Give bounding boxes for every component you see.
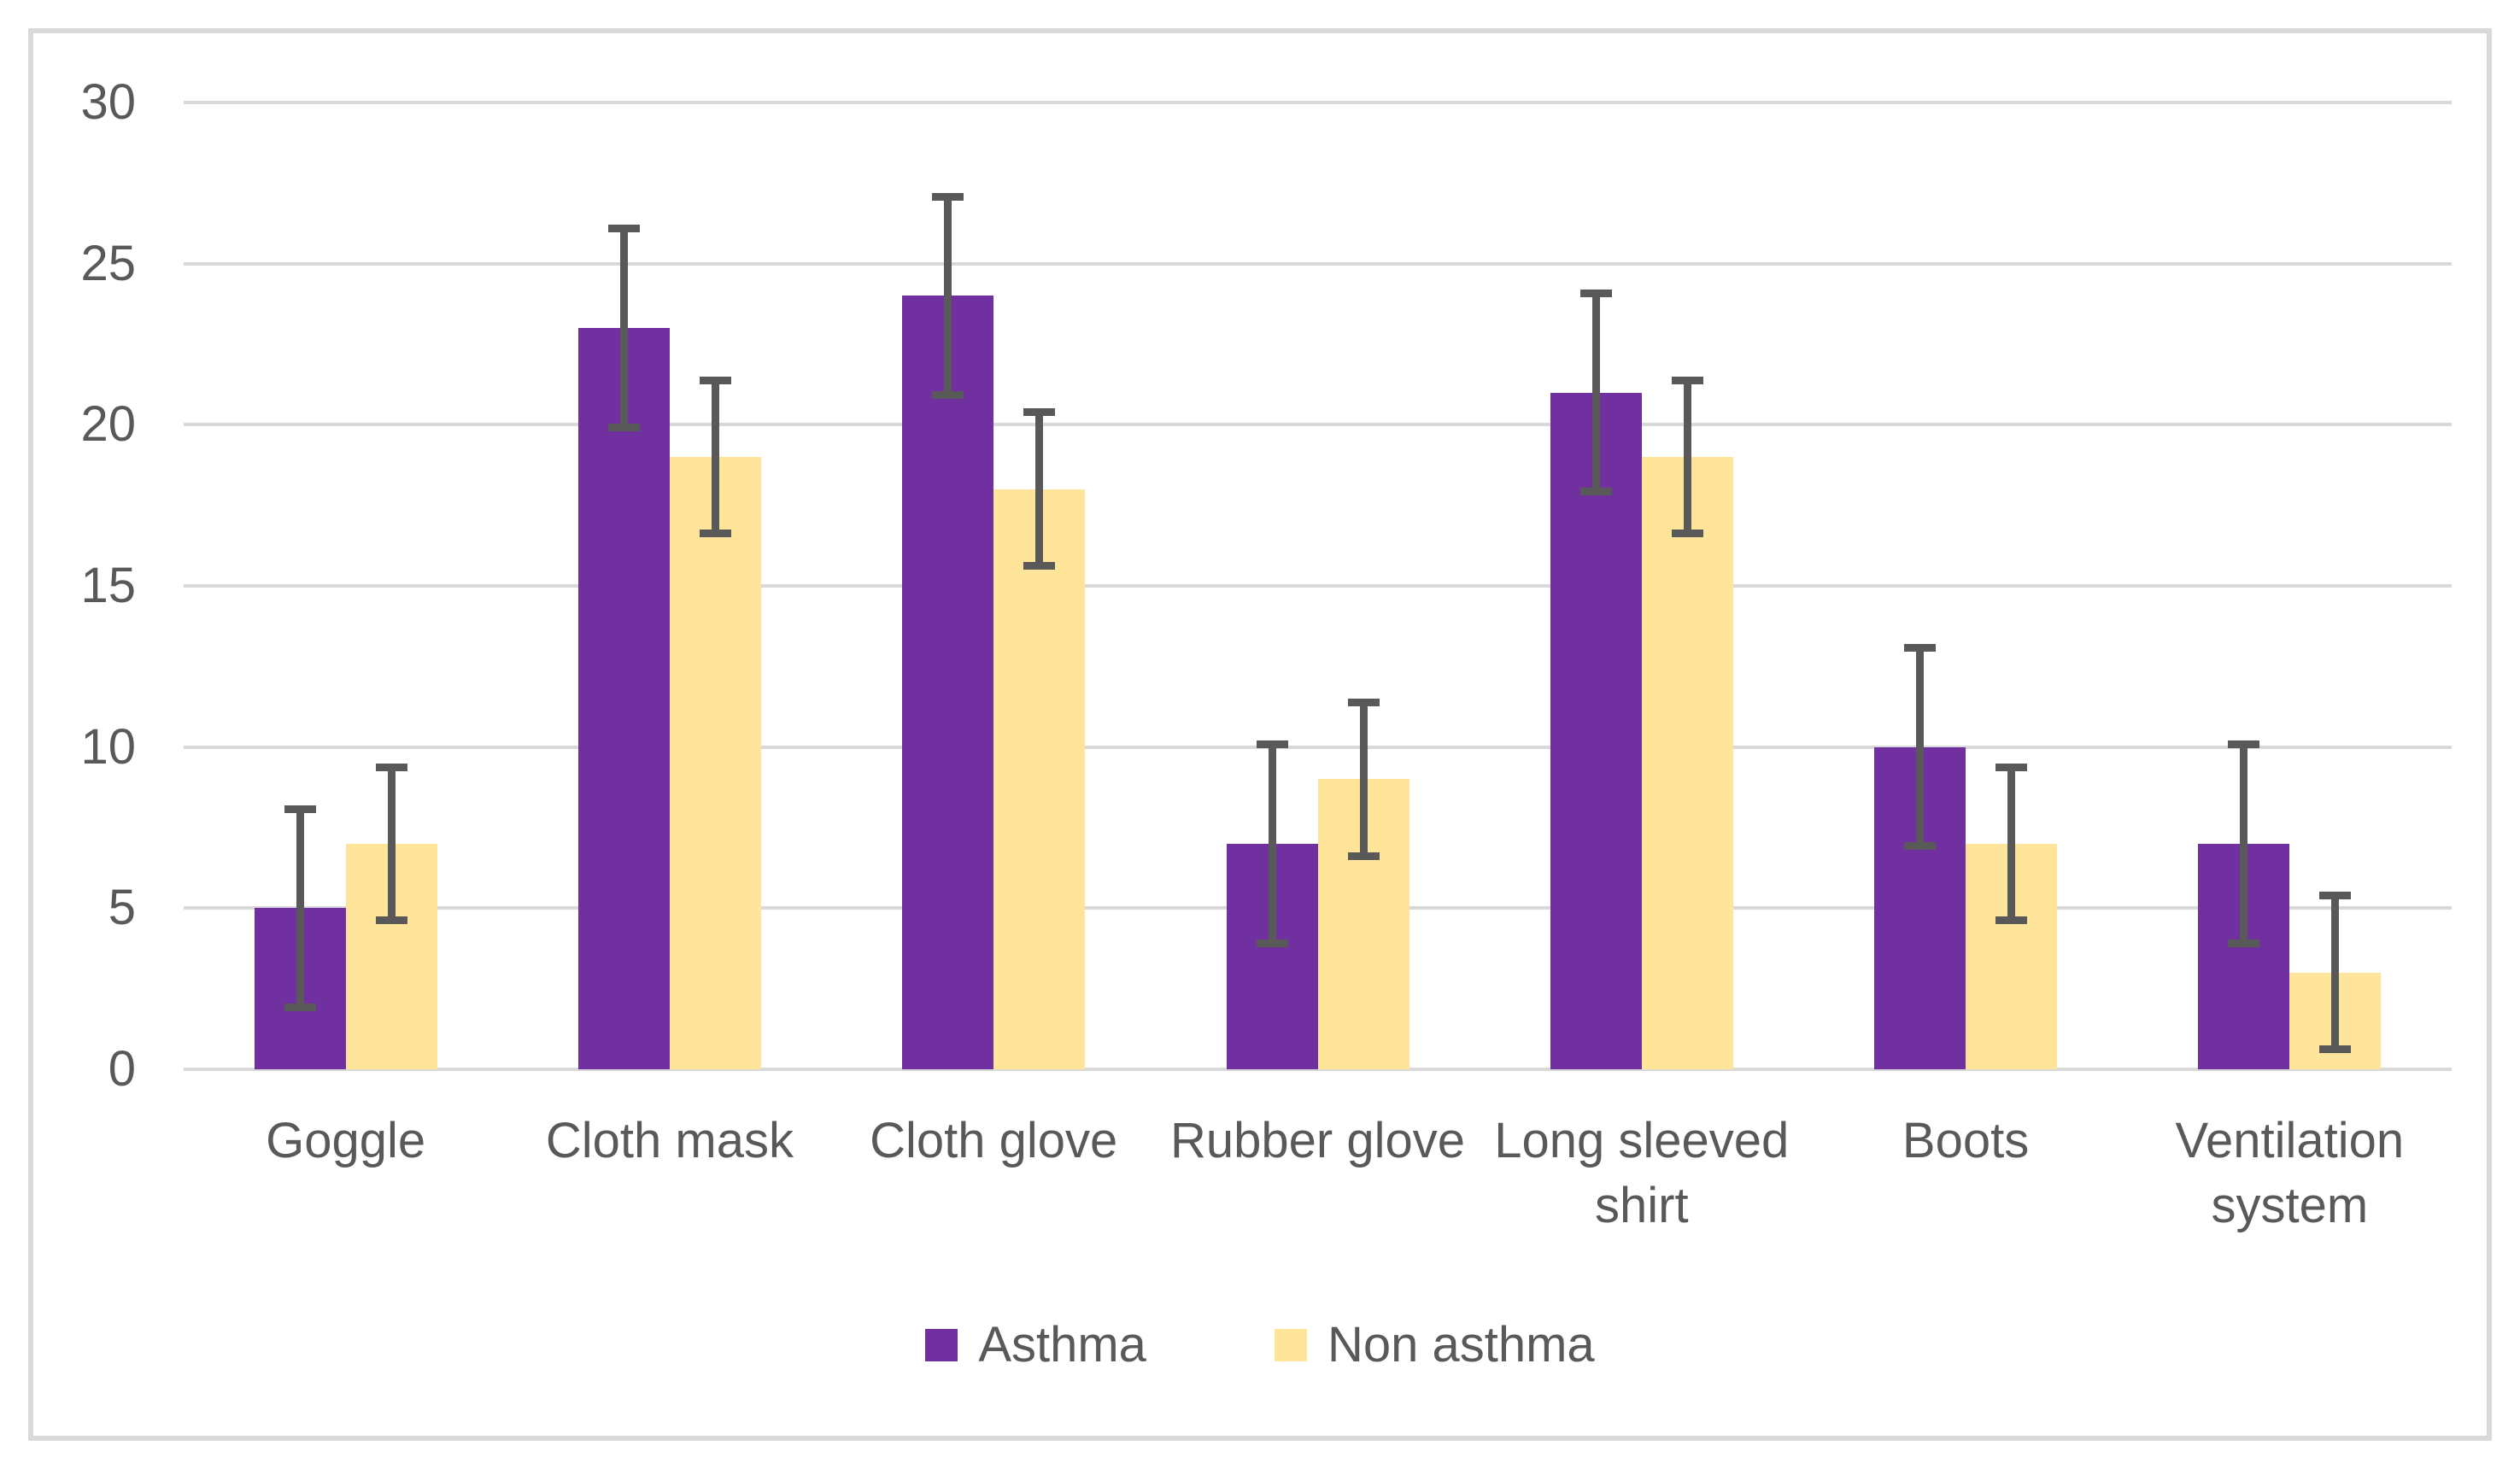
error-bar-part	[296, 805, 304, 1012]
x-axis-category-label: Long sleeved shirt	[1494, 1113, 1790, 1233]
error-bar-part	[1256, 740, 1288, 749]
error-bar-non-asthma-7	[2319, 892, 2352, 1054]
error-bar-part	[284, 805, 316, 813]
gridline	[184, 261, 2452, 266]
error-bar-part	[1035, 408, 1044, 571]
y-axis-tick-label: 20	[80, 396, 136, 453]
error-bar-part	[1683, 376, 1691, 538]
error-bar-part	[284, 1004, 316, 1012]
error-bar-part	[1916, 643, 1925, 851]
error-bar-part	[2319, 1045, 2352, 1054]
error-bar-part	[711, 376, 719, 538]
error-bar-non-asthma-6	[1995, 763, 2028, 925]
error-bar-part	[375, 763, 407, 771]
error-bar-part	[387, 763, 396, 925]
bar-non-asthma-3[interactable]	[993, 489, 1086, 1069]
error-bar-asthma-5	[1579, 289, 1612, 496]
error-bar-part	[2331, 892, 2340, 1054]
error-bar-asthma-3	[932, 192, 964, 400]
chart-frame: 0 5 10 15 20 25 30 Goggle Cloth mask Cloth glove…	[28, 28, 2492, 1441]
error-bar-part	[1904, 842, 1937, 851]
error-bar-part	[1995, 916, 2028, 925]
legend: Asthma Non asthma	[33, 1313, 2487, 1378]
legend-item-non-asthma[interactable]: Non asthma	[1274, 1313, 1595, 1378]
error-bar-part	[2319, 892, 2352, 900]
error-bar-non-asthma-3	[1023, 408, 1056, 571]
error-bar-part	[1023, 408, 1056, 417]
error-bar-part	[607, 225, 640, 233]
error-bar-part	[1359, 699, 1368, 860]
error-bar-part	[2240, 740, 2248, 947]
error-bar-part	[1995, 763, 2028, 771]
legend-label-non-asthma: Non asthma	[1327, 1317, 1595, 1372]
y-axis-tick-label: 30	[80, 74, 136, 130]
error-bar-part	[1347, 852, 1380, 860]
bar-asthma-5[interactable]	[1550, 392, 1642, 1069]
error-bar-asthma-2	[607, 225, 640, 431]
error-bar-part	[1256, 939, 1288, 947]
error-bar-part	[699, 530, 731, 538]
error-bar-non-asthma-1	[375, 763, 407, 925]
y-axis-tick-label: 0	[108, 1041, 136, 1097]
error-bar-part	[2007, 763, 2016, 925]
x-axis-category-label: Boots	[1902, 1113, 2030, 1168]
y-axis-tick-label: 15	[80, 558, 136, 613]
legend-label-asthma: Asthma	[978, 1317, 1146, 1372]
error-bar-asthma-6	[1904, 643, 1937, 851]
x-axis-category-label: Cloth glove	[870, 1113, 1118, 1168]
error-bar-part	[1671, 530, 1703, 538]
bar-non-asthma-2[interactable]	[669, 457, 761, 1069]
x-axis-category-label: Cloth mask	[545, 1113, 794, 1168]
error-bar-non-asthma-5	[1671, 376, 1703, 538]
bar-asthma-2[interactable]	[577, 328, 670, 1069]
error-bar-non-asthma-2	[699, 376, 731, 538]
error-bar-part	[1671, 376, 1703, 384]
error-bar-part	[375, 916, 407, 925]
error-bar-part	[1268, 740, 1276, 947]
error-bar-part	[1579, 488, 1612, 496]
y-axis-tick-label: 25	[80, 235, 136, 291]
legend-item-asthma[interactable]: Asthma	[925, 1313, 1146, 1378]
error-bar-part	[932, 391, 964, 400]
error-bar-asthma-4	[1256, 740, 1288, 947]
plot-area	[184, 101, 2452, 1071]
error-bar-part	[1904, 643, 1937, 652]
x-axis-category-label: Rubber glove	[1170, 1113, 1465, 1168]
error-bar-part	[1023, 562, 1056, 571]
error-bar-part	[2228, 939, 2260, 947]
error-bar-part	[1347, 699, 1380, 707]
gridline	[184, 101, 2452, 104]
error-bar-non-asthma-4	[1347, 699, 1380, 860]
legend-swatch-non-asthma	[1274, 1329, 1307, 1361]
y-axis-tick-label: 10	[80, 718, 136, 775]
x-axis-category-label: Ventilation system	[2175, 1113, 2405, 1233]
bar-non-asthma-5[interactable]	[1641, 457, 1733, 1069]
error-bar-part	[944, 192, 952, 400]
error-bar-part	[699, 376, 731, 384]
gridline	[184, 1068, 2452, 1071]
error-bar-part	[619, 225, 628, 431]
error-bar-part	[607, 423, 640, 431]
gridline	[184, 745, 2452, 749]
error-bar-asthma-7	[2228, 740, 2260, 947]
error-bar-part	[2228, 740, 2260, 749]
y-axis-tick-label: 5	[108, 880, 136, 936]
error-bar-part	[932, 192, 964, 201]
error-bar-part	[1579, 289, 1612, 297]
gridline	[184, 584, 2452, 588]
legend-swatch-asthma	[925, 1329, 958, 1361]
error-bar-part	[1591, 289, 1600, 496]
bar-asthma-3[interactable]	[902, 296, 994, 1069]
error-bar-asthma-1	[284, 805, 316, 1012]
x-axis-category-label: Goggle	[266, 1113, 426, 1168]
gridline	[184, 423, 2452, 427]
